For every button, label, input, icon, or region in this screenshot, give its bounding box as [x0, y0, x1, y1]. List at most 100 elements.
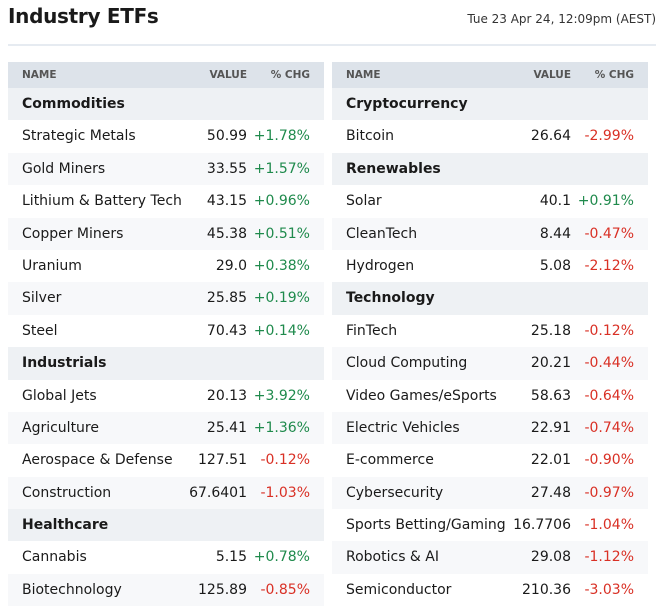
etf-table: NAME VALUE % CHG Cryptocurrency Bitcoin 26.64…: [332, 62, 648, 606]
etf-name: Hydrogen: [346, 257, 415, 274]
etf-change: +1.57%: [253, 160, 310, 177]
etf-change: -0.12%: [260, 452, 310, 469]
etf-name: E-commerce: [346, 452, 434, 469]
timestamp: Tue 23 Apr 24, 12:09pm (AEST): [467, 12, 656, 26]
group-row: Commodities: [8, 88, 324, 121]
etf-name: Sports Betting/Gaming: [346, 517, 506, 534]
etf-change: -1.12%: [584, 549, 634, 566]
etf-row[interactable]: Uranium 29.0 +0.38%: [8, 250, 324, 282]
etf-row[interactable]: Bitcoin 26.64 -2.99%: [332, 120, 648, 152]
etf-row[interactable]: Steel 70.43 +0.14%: [8, 315, 324, 347]
column-header: NAME: [346, 69, 381, 81]
etf-change: -2.99%: [584, 128, 634, 145]
etf-value: 20.21: [530, 355, 571, 372]
etf-value: 25.85: [206, 290, 247, 307]
etf-change: +0.19%: [253, 290, 310, 307]
etf-change: -0.85%: [260, 581, 310, 598]
etf-change: -0.74%: [584, 419, 634, 436]
etf-name: Biotechnology: [22, 581, 122, 598]
etf-row[interactable]: Aerospace & Defense 127.51 -0.12%: [8, 444, 324, 476]
group-name: Technology: [346, 290, 435, 307]
etf-change: +1.36%: [253, 419, 310, 436]
etf-table: NAME VALUE % CHG Commodities Strategic Metal…: [8, 62, 324, 607]
etf-name: Robotics & AI: [346, 549, 440, 566]
etf-row[interactable]: Construction 67.6401 -1.03%: [8, 476, 324, 510]
etf-row[interactable]: Cloud Computing 20.21 -0.44%: [332, 347, 648, 380]
title: Industry ETFs: [8, 4, 159, 28]
column-header: % CHG: [594, 69, 634, 81]
etf-name: Video Games/eSports: [346, 387, 497, 404]
etf-row[interactable]: Sports Betting/Gaming 16.7706 -1.04%: [332, 509, 648, 541]
etf-row[interactable]: Robotics & AI 29.08 -1.12%: [332, 541, 648, 574]
etf-row[interactable]: Semiconductor 210.36 -3.03%: [332, 574, 648, 606]
etf-name: Cloud Computing: [346, 355, 468, 372]
divider: [8, 44, 656, 46]
etf-change: -0.97%: [584, 484, 634, 501]
etf-change: +0.14%: [253, 322, 310, 339]
etf-change: -2.12%: [584, 257, 634, 274]
etf-name: Agriculture: [22, 419, 99, 436]
column-header: VALUE: [209, 69, 247, 81]
etf-name: Bitcoin: [346, 128, 395, 145]
etf-row[interactable]: Strategic Metals 50.99 +1.78%: [8, 120, 324, 152]
etf-name: Gold Miners: [22, 160, 106, 177]
etf-row[interactable]: Global Jets 20.13 +3.92%: [8, 380, 324, 412]
etf-row[interactable]: E-commerce 22.01 -0.90%: [332, 444, 648, 476]
header-row: NAME VALUE % CHG: [332, 62, 648, 88]
etf-row[interactable]: Copper Miners 45.38 +0.51%: [8, 217, 324, 250]
group-row: Renewables: [332, 152, 648, 186]
etf-value: 29.08: [530, 549, 571, 566]
etf-row[interactable]: Cybersecurity 27.48 -0.97%: [332, 476, 648, 510]
group-name: Cryptocurrency: [346, 96, 468, 112]
etf-change: +3.92%: [253, 387, 310, 404]
etf-name: Cannabis: [22, 549, 87, 566]
etf-row[interactable]: CleanTech 8.44 -0.47%: [332, 217, 648, 250]
group-row: Healthcare: [8, 509, 324, 542]
etf-row[interactable]: Cannabis 5.15 +0.78%: [8, 541, 324, 573]
etf-value: 22.91: [530, 419, 571, 436]
etf-row[interactable]: FinTech 25.18 -0.12%: [332, 315, 648, 347]
etf-value: 70.43: [206, 322, 247, 339]
etf-value: 45.38: [206, 225, 247, 242]
etf-value: 20.13: [206, 387, 247, 404]
etf-row[interactable]: Agriculture 25.41 +1.36%: [8, 411, 324, 445]
etf-row[interactable]: Hydrogen 5.08 -2.12%: [332, 250, 648, 282]
etf-value: 5.15: [215, 549, 247, 566]
etf-change: -0.44%: [584, 355, 634, 372]
group-name: Healthcare: [22, 517, 109, 534]
etf-value: 22.01: [530, 452, 571, 469]
group-name: Renewables: [346, 160, 441, 177]
etf-change: -3.03%: [584, 581, 634, 598]
etf-name: Cybersecurity: [346, 484, 444, 501]
etf-name: Construction: [22, 484, 112, 501]
etf-change: -1.04%: [584, 517, 634, 534]
etf-row[interactable]: Biotechnology 125.89 -0.85%: [8, 573, 324, 607]
group-row: Industrials: [8, 347, 324, 380]
etf-value: 127.51: [198, 452, 247, 469]
etf-change: +0.96%: [253, 193, 310, 210]
etf-name: FinTech: [346, 322, 398, 339]
etf-value: 40.1: [539, 193, 571, 210]
etf-row[interactable]: Lithium & Battery Tech 43.15 +0.96%: [8, 185, 324, 217]
etf-value: 29.0: [215, 257, 247, 274]
etf-name: CleanTech: [346, 225, 418, 242]
etf-row[interactable]: Video Games/eSports 58.63 -0.64%: [332, 380, 648, 412]
etf-change: +0.51%: [253, 225, 310, 242]
etf-name: Copper Miners: [22, 225, 124, 242]
etf-name: Uranium: [22, 257, 82, 274]
etf-value: 5.08: [539, 257, 571, 274]
etf-row[interactable]: Silver 25.85 +0.19%: [8, 282, 324, 315]
etf-name: Silver: [22, 290, 62, 307]
etf-value: 43.15: [206, 193, 247, 210]
etf-value: 33.55: [206, 160, 247, 177]
etf-change: -0.47%: [584, 225, 634, 242]
etf-change: +0.91%: [577, 193, 634, 210]
etf-change: -1.03%: [260, 484, 310, 501]
etf-name: Electric Vehicles: [346, 419, 460, 436]
etf-row[interactable]: Electric Vehicles 22.91 -0.74%: [332, 411, 648, 445]
etf-value: 25.41: [206, 419, 247, 436]
header-row: NAME VALUE % CHG: [8, 62, 324, 88]
etf-row[interactable]: Solar 40.1 +0.91%: [332, 185, 648, 217]
etf-row[interactable]: Gold Miners 33.55 +1.57%: [8, 152, 324, 186]
